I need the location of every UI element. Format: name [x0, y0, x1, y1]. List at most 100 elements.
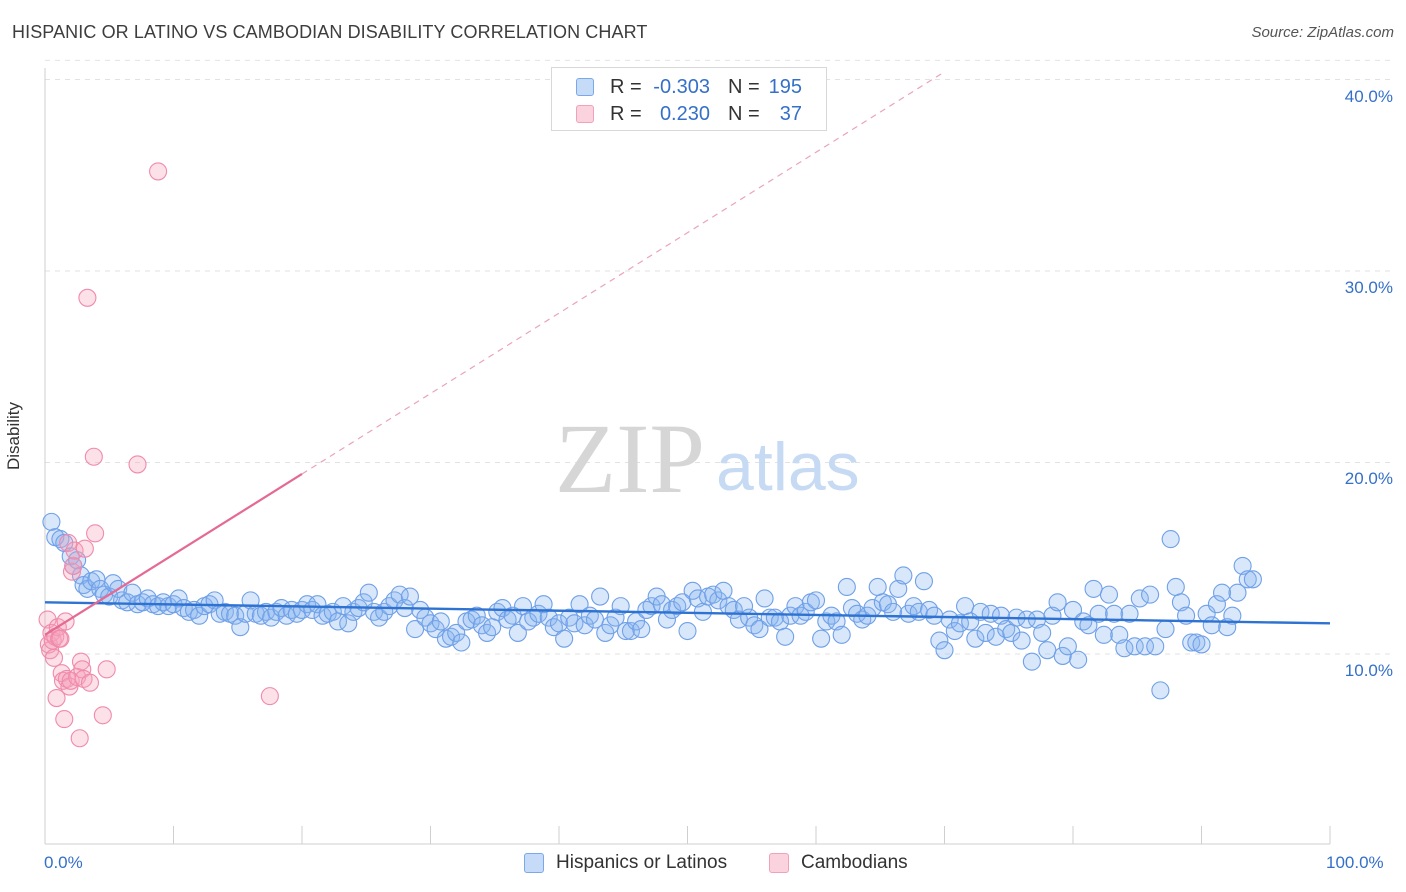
hispanic-point	[359, 583, 378, 602]
r-label: R =	[610, 102, 642, 125]
chart-title: HISPANIC OR LATINO VS CAMBODIAN DISABILI…	[12, 22, 648, 42]
hispanic-point	[1084, 579, 1103, 598]
hispanic-point	[339, 614, 358, 633]
hispanic-point	[606, 608, 625, 627]
hispanic-point	[894, 566, 913, 585]
r-value: -0.303	[653, 75, 710, 98]
hispanic-point	[452, 633, 471, 652]
cambodian-point	[44, 648, 64, 667]
legend-item-cambodians[interactable]: Cambodians	[769, 852, 908, 874]
axes	[44, 68, 1331, 845]
hispanic-point	[678, 621, 697, 641]
hispanic-point	[169, 589, 188, 608]
cambodian-point	[55, 710, 74, 729]
hispanic-point	[1058, 637, 1077, 656]
hispanic-point	[1048, 593, 1067, 612]
y-tick-label: 40.0%	[1344, 87, 1393, 106]
hispanic-point	[1094, 625, 1113, 644]
legend-row-hispanics: R = -0.303 N = 195	[576, 75, 802, 99]
legend-item-hispanics[interactable]: Hispanics or Latinos	[524, 852, 727, 874]
cambodian-point	[71, 652, 91, 671]
hispanic-point	[1099, 585, 1119, 604]
hispanic-point	[832, 625, 851, 644]
hispanic-point	[380, 597, 399, 616]
hispanic-point	[930, 631, 949, 650]
hispanic-point	[1171, 593, 1190, 612]
hispanic-point	[817, 612, 836, 631]
hispanic-point	[796, 602, 815, 621]
n-label: N =	[728, 75, 760, 98]
hispanic-trend-line	[44, 601, 1331, 625]
hispanic-point	[837, 577, 856, 597]
hispanic-point	[1228, 583, 1247, 602]
cambodian-trend-extension	[301, 71, 945, 475]
hispanic-point	[400, 587, 419, 606]
hispanic-point	[1151, 681, 1170, 700]
cambodian-point	[93, 706, 112, 725]
cambodian-point	[38, 610, 57, 629]
hispanic-point	[991, 606, 1011, 625]
hispanic-point	[868, 577, 887, 597]
hispanic-point	[986, 627, 1005, 646]
legend-swatch-blue	[576, 78, 594, 96]
x-tick-label: 0.0%	[44, 853, 83, 872]
hispanic-point	[591, 587, 610, 606]
series-legend: Hispanics or Latinos Cambodians	[0, 852, 1406, 878]
hispanic-point	[1069, 650, 1088, 669]
hispanic-point	[467, 606, 486, 625]
cambodian-point	[75, 539, 94, 558]
hispanic-point	[750, 620, 769, 639]
hispanic-point	[256, 602, 276, 621]
hispanic-point	[1166, 577, 1185, 597]
hispanic-point	[704, 585, 723, 604]
hispanic-point	[812, 629, 831, 648]
hispanic-point	[190, 606, 209, 625]
hispanic-point	[1105, 604, 1124, 623]
cambodian-point	[62, 562, 82, 581]
n-value: 37	[779, 102, 802, 125]
hispanic-point	[1207, 595, 1226, 614]
cambodian-point	[78, 288, 97, 307]
hispanic-point	[1146, 637, 1165, 656]
hispanic-point	[431, 612, 450, 631]
hispanic-point	[1089, 604, 1108, 623]
cambodian-point	[59, 533, 78, 552]
hispanic-point	[1120, 604, 1139, 623]
hispanic-point	[1213, 583, 1232, 602]
hispanic-point	[1079, 616, 1098, 635]
hispanic-point	[1125, 637, 1144, 656]
hispanic-point	[1243, 570, 1262, 589]
hispanic-point	[575, 616, 594, 635]
y-tick-label: 30.0%	[1344, 278, 1393, 297]
hispanic-point	[1141, 585, 1160, 604]
watermark: ZIP atlas	[555, 403, 860, 514]
hispanic-point	[560, 608, 579, 627]
hispanic-point	[555, 629, 574, 648]
hispanic-point	[956, 597, 975, 616]
cambodian-point	[86, 524, 105, 543]
correlation-legend: R = -0.303 N = 195 R = 0.230 N = 37	[551, 67, 827, 131]
hispanic-point	[611, 597, 630, 616]
hispanic-point	[657, 610, 676, 629]
hispanic-point	[483, 618, 502, 637]
r-label: R =	[610, 75, 642, 98]
hispanic-point	[632, 620, 651, 639]
hispanic-point	[477, 623, 497, 642]
hispanic-point	[709, 591, 728, 610]
source-credit: Source: ZipAtlas.com	[1251, 24, 1394, 41]
trend-lines	[44, 71, 1331, 636]
hispanic-point	[1192, 635, 1211, 654]
hispanic-point	[539, 608, 558, 627]
hispanic-point	[884, 602, 903, 621]
gridlines	[45, 59, 1392, 655]
hispanic-point	[889, 579, 908, 598]
series-cambodians-points	[38, 162, 279, 748]
hispanic-point	[827, 612, 846, 631]
hispanic-point	[1223, 606, 1242, 625]
hispanic-point	[447, 623, 466, 642]
hispanic-point	[42, 512, 61, 531]
cambodian-point	[84, 447, 103, 466]
cambodian-point	[70, 729, 89, 748]
cambodian-point	[60, 677, 79, 696]
